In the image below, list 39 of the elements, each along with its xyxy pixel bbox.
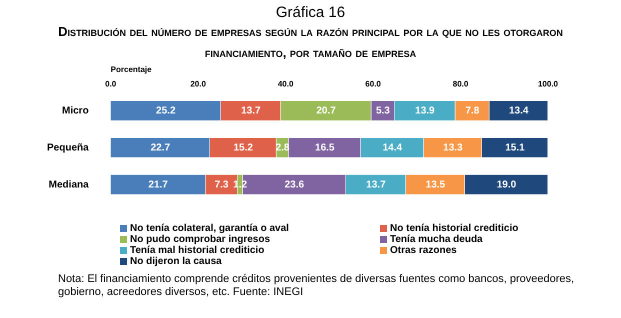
data-label: 16.5 xyxy=(315,142,335,154)
legend-label: No tenía historial crediticio xyxy=(390,223,518,234)
x-tick-label: 100.0 xyxy=(538,80,559,89)
chart-subtitle: Distribución del número de empresas según la razón principal por la que no les otorgaron financiamiento, por tamaño de empresa xyxy=(57,23,564,62)
data-label: 22.7 xyxy=(150,142,170,154)
data-label: 7.3 xyxy=(214,179,229,190)
data-label: 13.5 xyxy=(426,179,446,190)
data-label: 13.7 xyxy=(241,105,262,116)
legend-label: Tenía mucha deuda xyxy=(390,234,483,245)
data-label: 13.4 xyxy=(508,105,529,116)
y-tick-label: Mediana xyxy=(48,179,90,190)
legend-label: No dijeron la causa xyxy=(130,256,222,267)
data-label: 21.7 xyxy=(148,179,168,190)
text: Nota: El financiamiento comprende créditos provenientes de diversas fuentes como bancos, proveedores, gobierno, acreedores diversos, etc. Fuente: INEGI xyxy=(58,273,576,299)
x-axis-title: Porcentaje xyxy=(110,65,152,74)
data-label: 19.0 xyxy=(496,179,517,190)
legend-label: No tenía colateral, garantía o aval xyxy=(130,223,289,234)
x-tick-label: 40.0 xyxy=(278,80,294,89)
y-tick-label: Micro xyxy=(62,105,89,116)
x-tick-label: 0.0 xyxy=(105,80,117,89)
x-tick-label: 20.0 xyxy=(190,80,206,89)
chart-title: Gráfica 16 xyxy=(274,3,346,21)
data-label: 7.8 xyxy=(465,105,480,116)
y-tick-label: Pequeña xyxy=(46,142,90,154)
data-label: 14.4 xyxy=(382,142,402,154)
legend-label: Tenía mal historial crediticio xyxy=(130,245,264,256)
x-tick-label: 60.0 xyxy=(365,80,382,89)
data-label: 23.6 xyxy=(284,179,305,190)
data-label: 13.3 xyxy=(443,142,464,154)
data-label: 13.7 xyxy=(366,179,386,190)
data-label: 25.2 xyxy=(156,105,176,116)
data-label: 15.1 xyxy=(505,142,526,154)
legend-label: Otras razones xyxy=(390,245,457,256)
data-label: 13.9 xyxy=(415,105,436,116)
x-tick-label: 80.0 xyxy=(452,80,469,89)
data-label: 5.3 xyxy=(376,105,390,116)
legend-label: No pudo comprobar ingresos xyxy=(130,234,270,245)
data-label: 20.7 xyxy=(316,105,336,116)
data-label: 15.2 xyxy=(233,142,254,154)
